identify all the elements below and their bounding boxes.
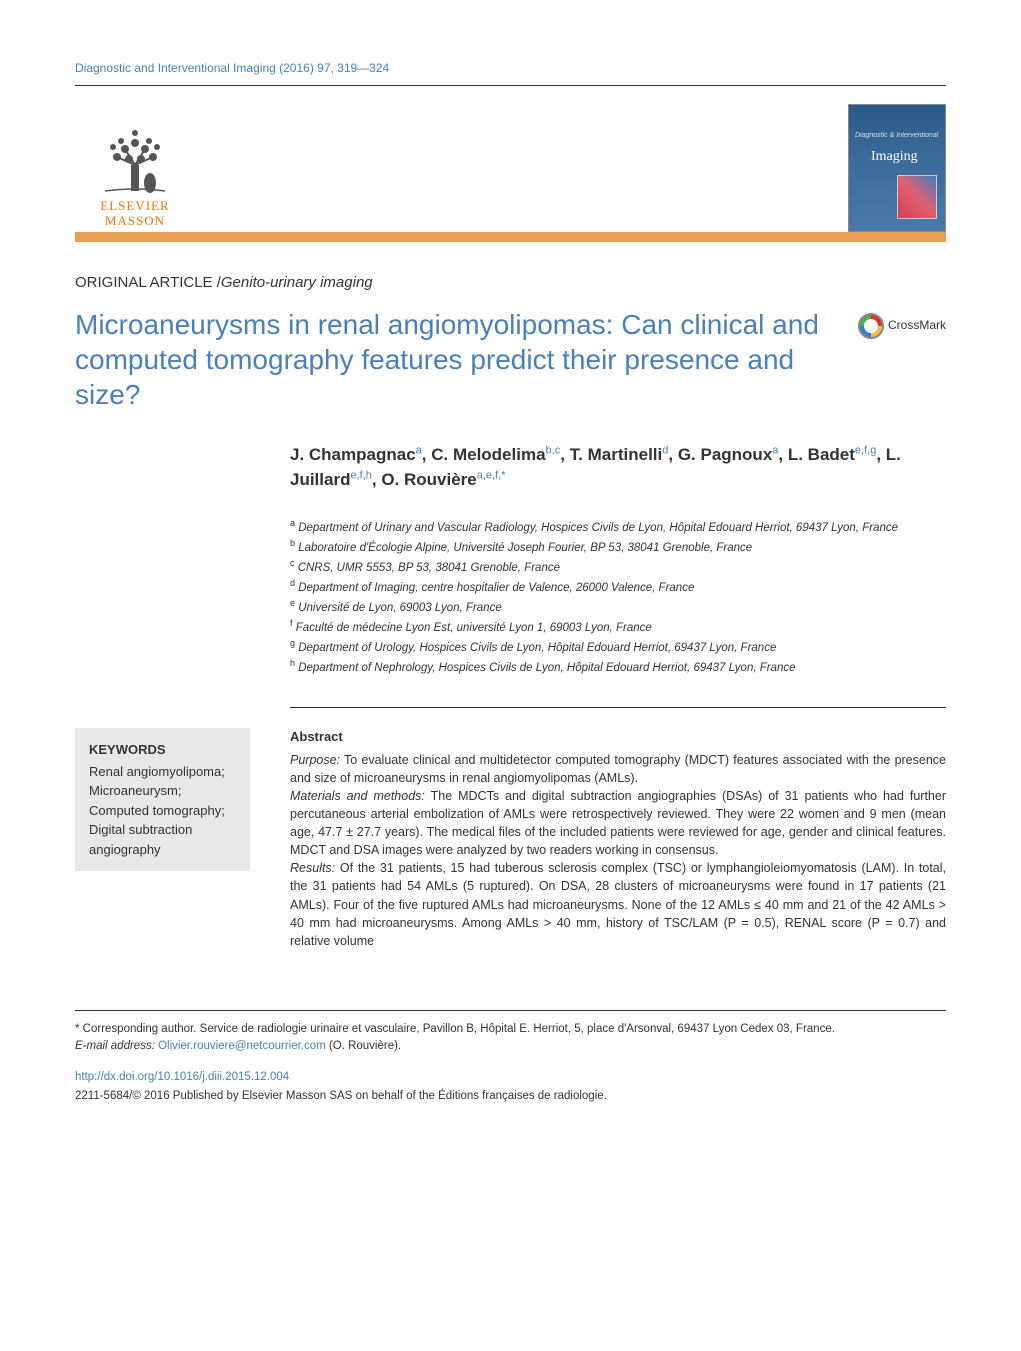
methods-label: Materials and methods: <box>290 789 425 803</box>
copyright-line: 2211-5684/© 2016 Published by Elsevier M… <box>75 1088 946 1104</box>
abstract-title: Abstract <box>290 728 946 746</box>
logos-row: ELSEVIER MASSON Diagnostic & Interventio… <box>75 96 946 234</box>
purpose-text: To evaluate clinical and multidetector c… <box>290 753 946 785</box>
article-section: Genito-urinary imaging <box>221 274 373 291</box>
journal-cover-thumbnail: Diagnostic & Interventional Imaging <box>848 104 946 232</box>
purpose-label: Purpose: <box>290 753 340 767</box>
footer-rule <box>75 1010 946 1011</box>
keywords-text: Renal angiomyolipoma; Microaneurysm; Com… <box>89 762 236 860</box>
affiliation-item: h Department of Nephrology, Hospices Civ… <box>290 657 946 677</box>
affiliation-item: e Université de Lyon, 69003 Lyon, France <box>290 597 946 617</box>
authors-list: J. Champagnaca, C. Melodelimab,c, T. Mar… <box>290 442 946 493</box>
affiliation-item: c CNRS, UMR 5553, BP 53, 38041 Grenoble,… <box>290 557 946 577</box>
article-type: ORIGINAL ARTICLE /Genito-urinary imaging <box>75 272 946 293</box>
article-type-label: ORIGINAL ARTICLE / <box>75 274 221 291</box>
doi-line: http://dx.doi.org/10.1016/j.diii.2015.12… <box>75 1069 946 1085</box>
elsevier-tree-icon <box>95 115 175 195</box>
cover-small-text: Diagnostic & Interventional <box>855 131 938 141</box>
publisher-logo: ELSEVIER MASSON <box>75 104 195 234</box>
journal-reference: Diagnostic and Interventional Imaging (2… <box>75 60 946 77</box>
keywords-box: KEYWORDS Renal angiomyolipoma; Microaneu… <box>75 728 250 871</box>
affiliation-item: b Laboratoire d'Écologie Alpine, Univers… <box>290 537 946 557</box>
affiliations-list: a Department of Urinary and Vascular Rad… <box>290 517 946 678</box>
email-link[interactable]: Olivier.rouviere@netcourrier.com <box>158 1040 326 1052</box>
top-rule <box>75 85 946 86</box>
affiliation-item: f Faculté de médecine Lyon Est, universi… <box>290 617 946 637</box>
affiliation-item: d Department of Imaging, centre hospital… <box>290 577 946 597</box>
crossmark-icon <box>858 313 884 339</box>
keywords-title: KEYWORDS <box>89 740 236 760</box>
results-label: Results: <box>290 861 335 875</box>
article-title: Microaneurysms in renal angiomyolipomas:… <box>75 307 858 412</box>
email-label: E-mail address: <box>75 1040 155 1052</box>
corresponding-text: * Corresponding author. Service de radio… <box>75 1021 946 1038</box>
email-suffix: (O. Rouvière). <box>326 1040 401 1052</box>
doi-link[interactable]: http://dx.doi.org/10.1016/j.diii.2015.12… <box>75 1071 289 1083</box>
masson-text: MASSON <box>100 214 169 228</box>
cover-big-text: Imaging <box>871 147 918 167</box>
crossmark-label: CrossMark <box>888 317 946 334</box>
results-text: Of the 31 patients, 15 had tuberous scle… <box>290 861 946 948</box>
cover-image-icon <box>897 175 937 219</box>
section-rule <box>290 707 946 708</box>
crossmark-badge[interactable]: CrossMark <box>858 313 946 339</box>
elsevier-text: ELSEVIER <box>100 199 169 213</box>
corresponding-author-footnote: * Corresponding author. Service de radio… <box>75 1021 946 1056</box>
orange-separator-bar <box>75 232 946 242</box>
affiliation-item: g Department of Urology, Hospices Civils… <box>290 637 946 657</box>
abstract-text: Purpose: To evaluate clinical and multid… <box>290 751 946 950</box>
affiliation-item: a Department of Urinary and Vascular Rad… <box>290 517 946 537</box>
